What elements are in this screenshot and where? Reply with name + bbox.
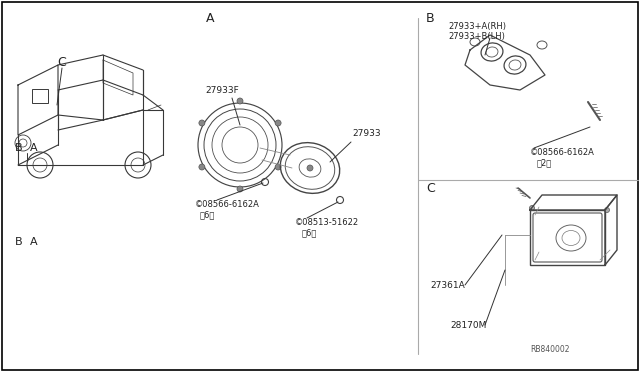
Text: A: A <box>30 237 38 247</box>
Text: B: B <box>426 12 435 25</box>
Text: 27361A: 27361A <box>430 280 465 289</box>
Text: ©08513-51622: ©08513-51622 <box>295 218 359 227</box>
Text: A: A <box>205 12 214 25</box>
Circle shape <box>237 98 243 104</box>
Text: ©08566-6162A: ©08566-6162A <box>530 148 595 157</box>
Text: （6）: （6） <box>200 210 216 219</box>
Circle shape <box>529 205 534 211</box>
Text: 28170M: 28170M <box>450 321 486 330</box>
Text: C: C <box>58 55 67 68</box>
Text: （6）: （6） <box>302 228 317 237</box>
Text: 27933: 27933 <box>352 129 381 138</box>
Text: RB840002: RB840002 <box>531 345 570 354</box>
Circle shape <box>275 164 281 170</box>
Bar <box>32 89 48 103</box>
Text: A: A <box>30 143 38 153</box>
Text: C: C <box>426 182 435 195</box>
Circle shape <box>307 165 313 171</box>
Text: 27933+A(RH): 27933+A(RH) <box>448 22 506 31</box>
Bar <box>530 210 605 265</box>
Circle shape <box>199 120 205 126</box>
Text: 27933F: 27933F <box>205 86 239 95</box>
Circle shape <box>199 164 205 170</box>
Text: （2）: （2） <box>537 158 552 167</box>
Text: B: B <box>14 143 22 153</box>
Circle shape <box>275 120 281 126</box>
Text: ©08566-6162A: ©08566-6162A <box>195 200 260 209</box>
Circle shape <box>605 208 609 212</box>
Text: B: B <box>14 237 22 247</box>
Circle shape <box>237 186 243 192</box>
Text: 27933+B(LH): 27933+B(LH) <box>448 32 505 41</box>
